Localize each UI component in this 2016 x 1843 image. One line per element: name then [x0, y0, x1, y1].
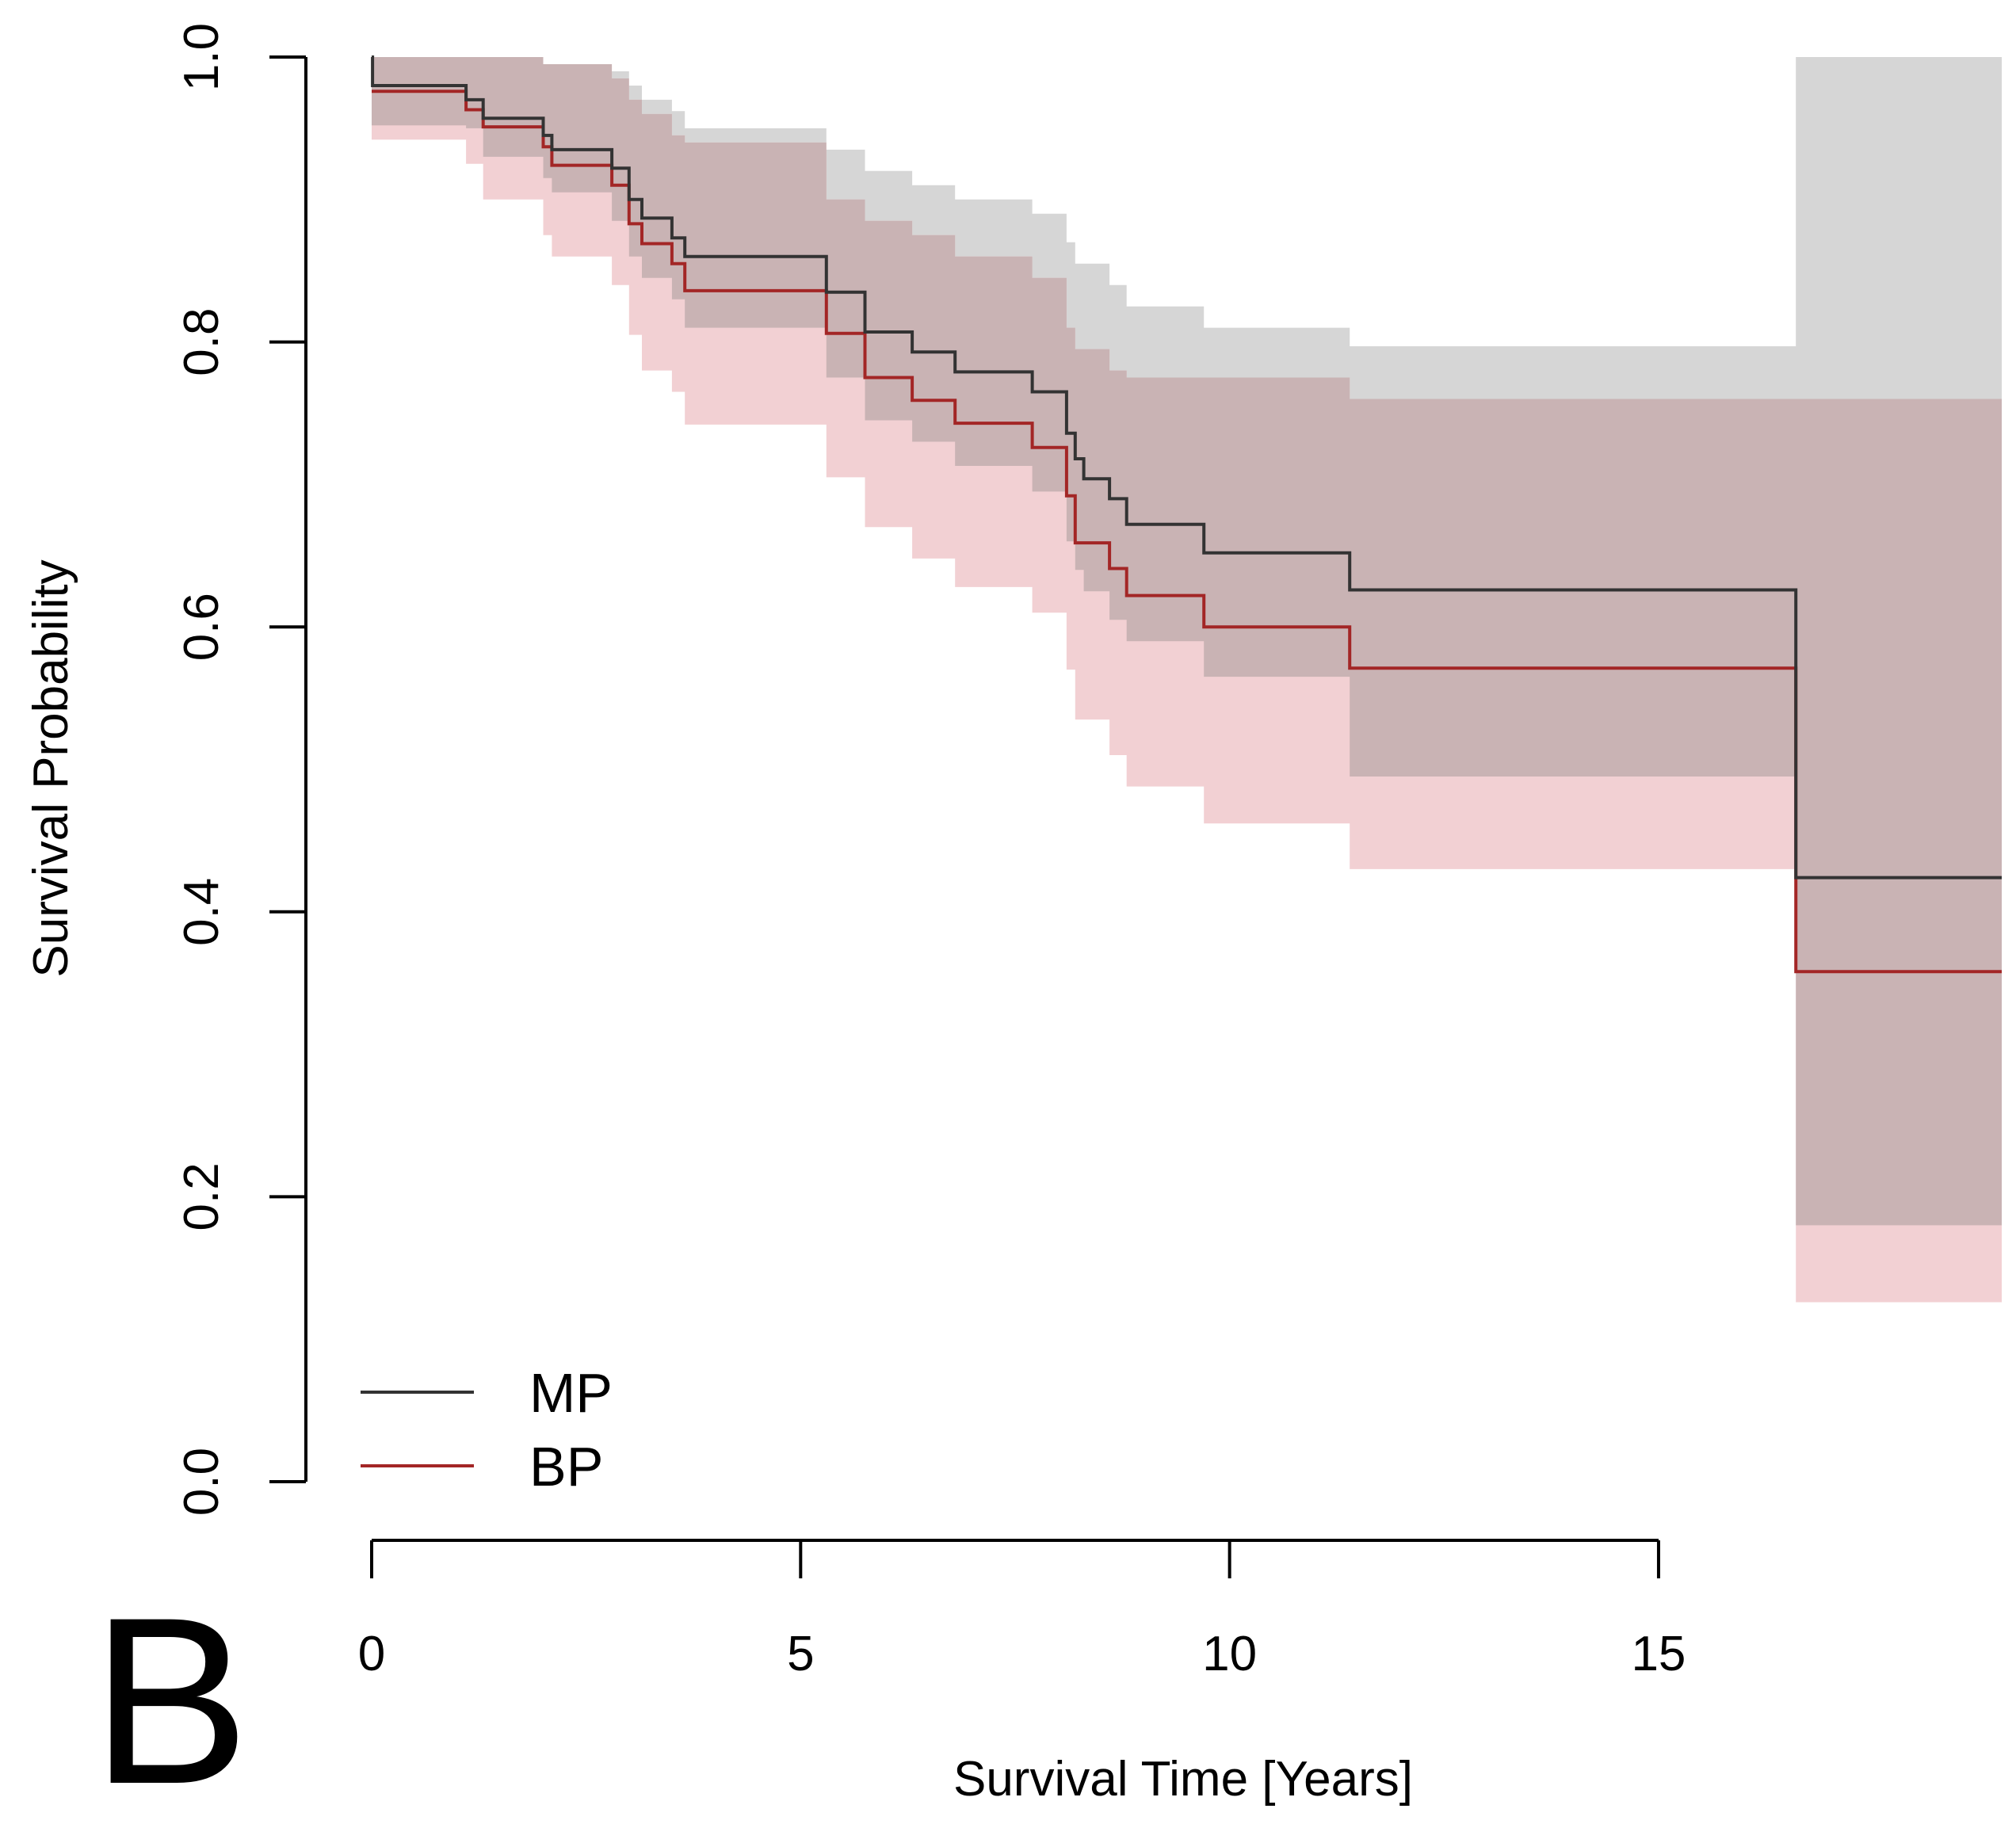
x-tick-label: 0	[358, 1627, 385, 1681]
y-tick-label: 0.8	[174, 307, 229, 376]
legend: MP BP	[361, 1362, 613, 1498]
x-tick-label: 10	[1202, 1627, 1257, 1681]
y-tick-label: 0.0	[174, 1448, 229, 1516]
x-axis-ticks: 0 5 10 15	[358, 1540, 1686, 1681]
y-tick-label: 1.0	[174, 23, 229, 91]
y-tick-label: 0.2	[174, 1162, 229, 1231]
ci-band-bp	[372, 57, 2002, 1303]
legend-label-bp: BP	[529, 1436, 603, 1498]
legend-label-mp: MP	[529, 1362, 613, 1424]
y-axis-title: Survival Probability	[24, 559, 78, 977]
x-tick-label: 15	[1631, 1627, 1686, 1681]
y-axis-ticks: 0.0 0.2 0.4 0.6 0.8 1.0	[174, 23, 306, 1516]
x-tick-label: 5	[787, 1627, 814, 1681]
y-tick-label: 0.4	[174, 878, 229, 946]
survival-line-mp	[371, 55, 2002, 880]
x-axis-title: Survival Time [Years]	[953, 1752, 1413, 1807]
panel-label: B	[91, 1567, 250, 1833]
confidence-bands	[372, 57, 2002, 1303]
y-tick-label: 0.6	[174, 593, 229, 661]
survival-curves	[371, 55, 2002, 974]
